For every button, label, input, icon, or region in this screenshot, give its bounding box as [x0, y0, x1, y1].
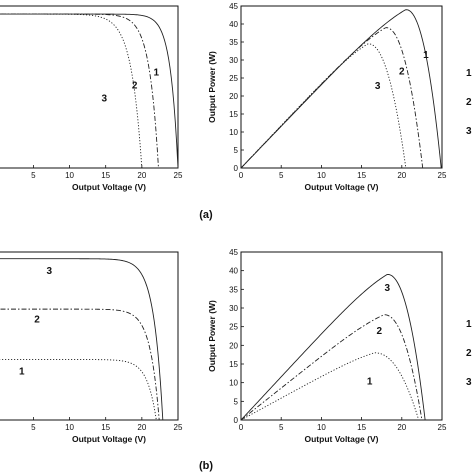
- series-label: 3: [385, 283, 391, 294]
- iv-chart-a: 5 10 15 20 25 Output Voltage (V) 1 2 3: [0, 5, 183, 192]
- y-tick-label: 10: [229, 379, 238, 388]
- side-label: 2: [466, 97, 472, 108]
- series-label: 2: [377, 326, 383, 337]
- side-label: 1: [466, 319, 472, 330]
- series-label: 1: [19, 367, 25, 378]
- y-tick-label: 25: [229, 323, 238, 332]
- series-line: [240, 352, 420, 421]
- series-line: [240, 43, 407, 169]
- side-label: 3: [466, 126, 472, 137]
- series-line: [0, 13, 179, 169]
- panel-label-a: (a): [199, 209, 213, 221]
- x-tick-label: 15: [357, 171, 366, 180]
- x-axis-label: Output Voltage (V): [72, 182, 146, 192]
- x-tick-label: 20: [397, 171, 406, 180]
- x-tick-label: 10: [317, 423, 326, 432]
- y-tick-label: 35: [229, 285, 238, 294]
- series-line: [0, 258, 164, 421]
- side-labels-b: 1 2 3: [466, 319, 472, 388]
- y-tick-label: 40: [229, 20, 238, 29]
- y-tick-label: 45: [229, 2, 238, 11]
- series-line: [240, 273, 426, 421]
- series-line: [240, 27, 424, 169]
- x-tick-label: 25: [174, 171, 183, 180]
- series-label: 3: [375, 81, 381, 92]
- y-tick-label: 15: [229, 360, 238, 369]
- y-tick-label: 0: [234, 164, 239, 173]
- series-label: 2: [132, 81, 138, 92]
- y-axis-label: Output Power (W): [207, 51, 217, 123]
- side-labels-a: 1 2 3: [466, 68, 472, 137]
- y-axis-label: Output Power (W): [207, 300, 217, 372]
- plot-frame: [0, 251, 179, 421]
- side-label: 2: [466, 348, 472, 359]
- y-tick-label: 0: [234, 416, 239, 425]
- x-tick-label: 10: [65, 423, 74, 432]
- y-tick-label: 15: [229, 110, 238, 119]
- iv-chart-b: 5 10 15 20 25 Output Voltage (V) 3 2 1: [0, 251, 183, 444]
- x-tick-label: 0: [239, 423, 244, 432]
- series-line: [0, 359, 157, 421]
- panel-label-b: (b): [199, 460, 213, 472]
- y-tick-label: 45: [229, 248, 238, 257]
- x-tick-label: 20: [137, 423, 146, 432]
- x-tick-label: 20: [137, 171, 146, 180]
- x-tick-label: 5: [31, 171, 36, 180]
- y-tick-label: 5: [234, 397, 239, 406]
- x-tick-label: 25: [174, 423, 183, 432]
- x-axis-label: Output Voltage (V): [72, 434, 146, 444]
- plot-frame: [240, 251, 443, 421]
- x-tick-label: 20: [397, 423, 406, 432]
- x-tick-label: 15: [101, 171, 110, 180]
- plot-frame: [0, 5, 179, 169]
- y-tick-label: 35: [229, 38, 238, 47]
- x-axis-label: Output Voltage (V): [305, 182, 379, 192]
- series-label: 3: [101, 94, 107, 105]
- series-label: 2: [399, 66, 405, 77]
- series-label: 1: [367, 377, 373, 388]
- series-line: [240, 9, 442, 169]
- x-tick-label: 0: [239, 171, 244, 180]
- x-tick-label: 5: [279, 171, 284, 180]
- y-tick-label: 30: [229, 56, 238, 65]
- series-line: [0, 13, 143, 169]
- x-tick-label: 5: [279, 423, 284, 432]
- x-tick-label: 10: [65, 171, 74, 180]
- x-tick-label: 10: [317, 171, 326, 180]
- series-line: [240, 314, 423, 421]
- y-tick-label: 20: [229, 92, 238, 101]
- side-label: 3: [466, 377, 472, 388]
- y-tick-label: 25: [229, 74, 238, 83]
- y-tick-label: 5: [234, 146, 239, 155]
- x-tick-label: 5: [31, 423, 36, 432]
- series-label: 1: [423, 50, 429, 61]
- side-label: 1: [466, 68, 472, 79]
- series-label: 2: [34, 315, 40, 326]
- y-tick-label: 40: [229, 267, 238, 276]
- series-label: 1: [154, 68, 160, 79]
- y-tick-label: 20: [229, 341, 238, 350]
- pv-chart-b: 0 5 10 15 20 25 0 5 10 15 20 25 30 35 40 45 Output Volta…: [207, 248, 447, 444]
- x-axis-label: Output Voltage (V): [305, 434, 379, 444]
- plot-frame: [240, 5, 443, 169]
- y-tick-label: 10: [229, 128, 238, 137]
- x-tick-label: 15: [357, 423, 366, 432]
- series-label: 3: [47, 266, 53, 277]
- y-tick-label: 30: [229, 304, 238, 313]
- series-line: [0, 308, 160, 421]
- x-tick-label: 15: [101, 423, 110, 432]
- pv-chart-a: 0 5 10 15 20 25 0 5 10 15 20 25 30 35 40 45 Output Volta…: [207, 2, 447, 192]
- x-tick-label: 25: [438, 171, 447, 180]
- x-tick-label: 25: [438, 423, 447, 432]
